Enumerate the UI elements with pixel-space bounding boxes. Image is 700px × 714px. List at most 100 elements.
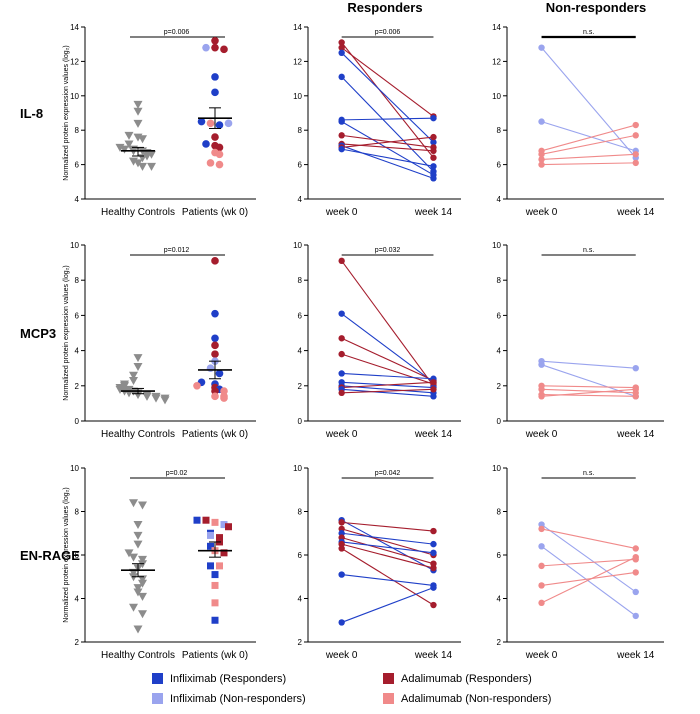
healthy-control-point [133, 588, 143, 597]
y-tick-label: 6 [298, 311, 303, 320]
healthy-control-point [133, 391, 143, 400]
healthy-control-point [133, 521, 143, 530]
x-category-label: week 0 [325, 429, 358, 440]
healthy-control-point [129, 499, 138, 508]
healthy-control-point [160, 396, 170, 405]
nonresponders-header: Non-responders [546, 0, 646, 15]
paired-point [632, 386, 639, 393]
p-value-label: n.s. [583, 247, 594, 254]
patient-point [211, 309, 219, 318]
p-value-label: p=0.032 [375, 247, 401, 254]
patient-point [220, 45, 228, 54]
paired-point [538, 543, 545, 550]
paired-line [541, 388, 636, 394]
patient-point [211, 43, 219, 52]
paired-point [632, 121, 639, 129]
paired-point [632, 159, 639, 167]
legend-label: Infliximab (Non-responders) [170, 693, 306, 705]
patient-point [202, 516, 210, 524]
paired-point [538, 151, 545, 158]
paired-point [538, 161, 545, 168]
paired-point [430, 564, 437, 572]
p-value-label: p=0.012 [164, 247, 190, 254]
paired-line [541, 388, 636, 397]
paired-point [430, 154, 437, 161]
healthy-control-point [133, 107, 143, 116]
y-axis-title: Normalized protein expression values (lo… [63, 265, 70, 400]
paired-line [341, 121, 434, 176]
paired-point [430, 163, 437, 170]
row-label: IL-8 [20, 106, 43, 121]
y-tick-label: 6 [497, 161, 502, 170]
paired-line [341, 548, 434, 606]
panel-grid: IL-8 Normalized protein expression values… [20, 23, 664, 661]
paired-point [632, 545, 639, 552]
x-category-label: week 14 [616, 650, 655, 661]
paired-point [430, 549, 437, 557]
paired-line [341, 537, 434, 565]
paired-point [338, 540, 345, 548]
paired-line [541, 121, 636, 152]
healthy-control-point [133, 584, 143, 593]
y-tick-label: 10 [293, 92, 302, 101]
paired-point [338, 118, 345, 125]
healthy-control-point [120, 145, 129, 154]
y-tick-label: 4 [298, 347, 303, 356]
paired-line [341, 117, 434, 121]
patient-point [215, 121, 224, 129]
patient-point [211, 616, 219, 624]
x-category-label: Patients (wk 0) [182, 429, 248, 440]
patient-point [197, 117, 206, 126]
paired-point [338, 132, 345, 139]
y-tick-label: 4 [497, 347, 502, 356]
paired-line [341, 543, 434, 569]
paired-line [341, 260, 434, 387]
p-value-label: n.s. [583, 29, 594, 36]
paired-point [338, 335, 345, 342]
y-tick-label: 2 [75, 638, 80, 647]
patient-point [211, 334, 219, 343]
healthy-control-point [133, 362, 143, 371]
patient-point [193, 382, 201, 390]
legend-label: Adalimumab (Non-responders) [401, 693, 551, 705]
paired-line [541, 124, 636, 152]
paired-point [430, 175, 437, 182]
legend-swatch [152, 673, 163, 684]
y-tick-label: 6 [497, 311, 502, 320]
paired-point [338, 44, 345, 51]
y-tick-label: 10 [293, 241, 302, 250]
paired-line [541, 360, 636, 369]
healthy-control-point [133, 354, 143, 363]
p-value-label: n.s. [583, 470, 594, 477]
paired-line [541, 528, 636, 550]
paired-point [430, 133, 437, 141]
y-tick-label: 10 [293, 464, 302, 473]
y-tick-label: 2 [75, 382, 80, 391]
patient-point [216, 534, 223, 542]
paired-line [341, 143, 434, 152]
paired-line [341, 353, 434, 385]
y-tick-label: 4 [497, 595, 502, 604]
patient-point [202, 43, 210, 52]
patient-point [211, 518, 219, 526]
paired-line [341, 47, 434, 117]
y-tick-label: 0 [75, 417, 80, 426]
paired-line [341, 76, 434, 172]
patient-point [206, 159, 215, 167]
patient-point [220, 387, 228, 395]
y-tick-label: 10 [70, 241, 79, 250]
y-tick-label: 8 [298, 508, 303, 517]
responders-header: Responders [347, 0, 422, 15]
y-tick-label: 12 [492, 57, 501, 66]
paired-point [538, 156, 545, 163]
patient-point [211, 341, 219, 350]
paired-point [338, 389, 345, 397]
paired-line [541, 162, 636, 166]
paired-point [430, 527, 437, 535]
paired-line [341, 532, 434, 545]
y-tick-label: 10 [70, 464, 79, 473]
y-tick-label: 6 [75, 551, 80, 560]
x-category-label: week 14 [414, 429, 453, 440]
paired-point [430, 139, 437, 146]
x-category-label: week 0 [525, 650, 558, 661]
